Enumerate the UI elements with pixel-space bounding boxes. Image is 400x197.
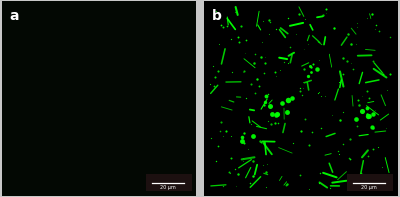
FancyBboxPatch shape <box>348 174 393 191</box>
Text: 20 μm: 20 μm <box>160 185 176 190</box>
Text: 20 μm: 20 μm <box>361 185 377 190</box>
Text: a: a <box>10 9 19 23</box>
Text: b: b <box>211 9 221 23</box>
FancyBboxPatch shape <box>146 174 192 191</box>
